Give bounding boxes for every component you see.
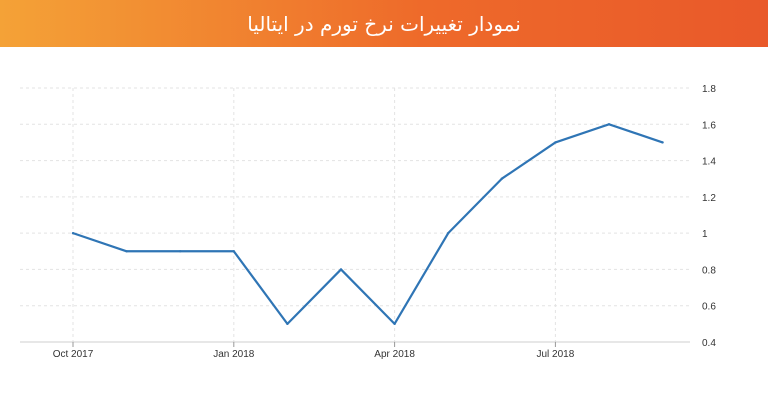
data-point bbox=[393, 322, 396, 326]
y-tick-label: 1.4 bbox=[702, 157, 716, 168]
x-tick-label: Oct 2017 bbox=[53, 349, 94, 360]
data-point bbox=[607, 123, 611, 126]
data-point bbox=[554, 141, 557, 144]
data-point bbox=[661, 141, 664, 144]
data-point bbox=[500, 177, 503, 180]
x-tick-label: Jan 2018 bbox=[213, 349, 255, 360]
y-tick-label: 0.6 bbox=[702, 302, 716, 313]
series-line bbox=[72, 123, 663, 325]
data-point bbox=[286, 322, 289, 326]
x-tick-label: Jul 2018 bbox=[536, 349, 574, 360]
data-point bbox=[125, 250, 128, 253]
data-point bbox=[339, 268, 343, 271]
series-layer bbox=[71, 123, 664, 326]
page-title: نمودار تغییرات نرخ تورم در ایتالیا bbox=[247, 11, 521, 36]
title-banner bbox=[0, 0, 768, 47]
y-axis-ticks: 0.4 0.6 0.8 1 1.2 1.4 1.6 1.8 bbox=[702, 84, 716, 349]
x-axis-ticks: Oct 2017 Jan 2018 Apr 2018 Jul 2018 bbox=[53, 342, 575, 360]
y-tick-label: 1.2 bbox=[702, 193, 716, 204]
y-tick-label: 0.4 bbox=[702, 338, 716, 349]
y-tick-label: 0.8 bbox=[702, 265, 716, 276]
data-point bbox=[447, 231, 450, 235]
y-tick-label: 1.6 bbox=[702, 120, 716, 131]
y-tick-label: 1.8 bbox=[702, 84, 716, 95]
y-tick-label: 1 bbox=[702, 229, 708, 240]
data-point bbox=[71, 231, 75, 235]
data-point bbox=[179, 250, 182, 253]
x-tick-label: Apr 2018 bbox=[374, 349, 415, 360]
data-point bbox=[232, 250, 235, 253]
grid-lines bbox=[20, 87, 690, 343]
